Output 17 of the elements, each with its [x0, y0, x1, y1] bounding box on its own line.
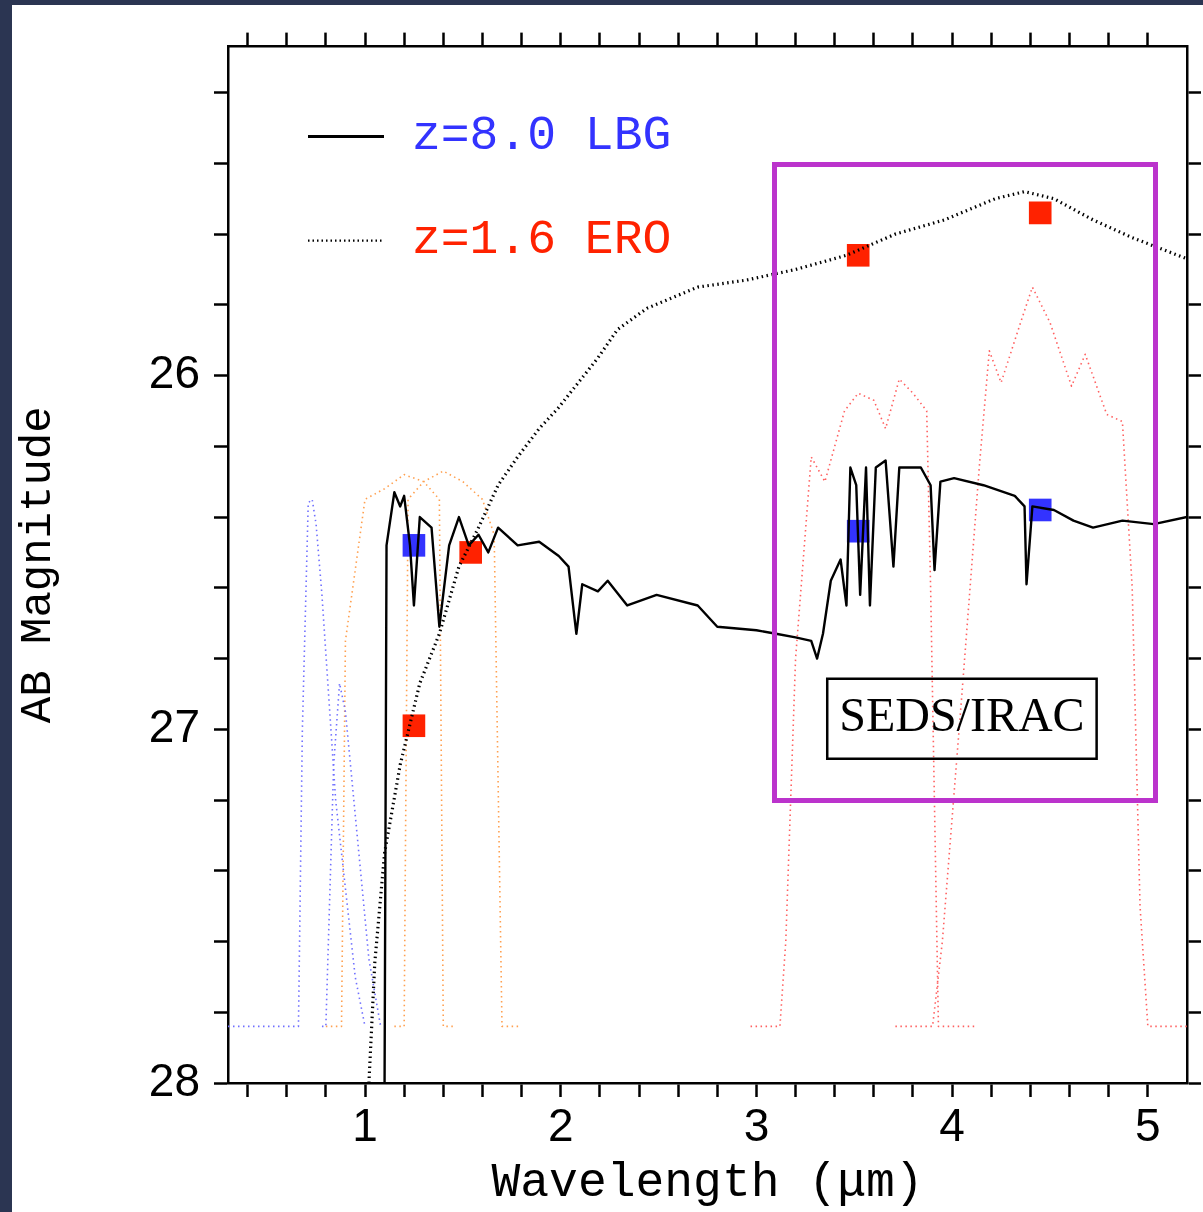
x-tick-label: 1 — [352, 1099, 378, 1152]
x-tick-label: 2 — [547, 1099, 574, 1152]
x-tick-label: 4 — [939, 1099, 965, 1152]
point — [1028, 201, 1052, 225]
point — [402, 714, 426, 738]
y-tick-label: 27 — [148, 699, 200, 752]
legend-label: z=1.6 ERO — [412, 213, 672, 268]
y-tick-label: 28 — [148, 1053, 200, 1106]
point — [459, 541, 482, 564]
y-axis-title: AB Magnitude — [13, 406, 64, 724]
x-tick-label: 5 — [1135, 1099, 1161, 1152]
x-axis-title: Wavelength (μm) — [491, 1155, 924, 1210]
y-tick-label: 26 — [148, 346, 200, 399]
point — [846, 243, 870, 267]
legend-label: z=8.0 LBG — [412, 109, 672, 164]
x-tick-label: 3 — [743, 1099, 770, 1152]
annotation: SEDS/IRAC — [839, 688, 1085, 742]
